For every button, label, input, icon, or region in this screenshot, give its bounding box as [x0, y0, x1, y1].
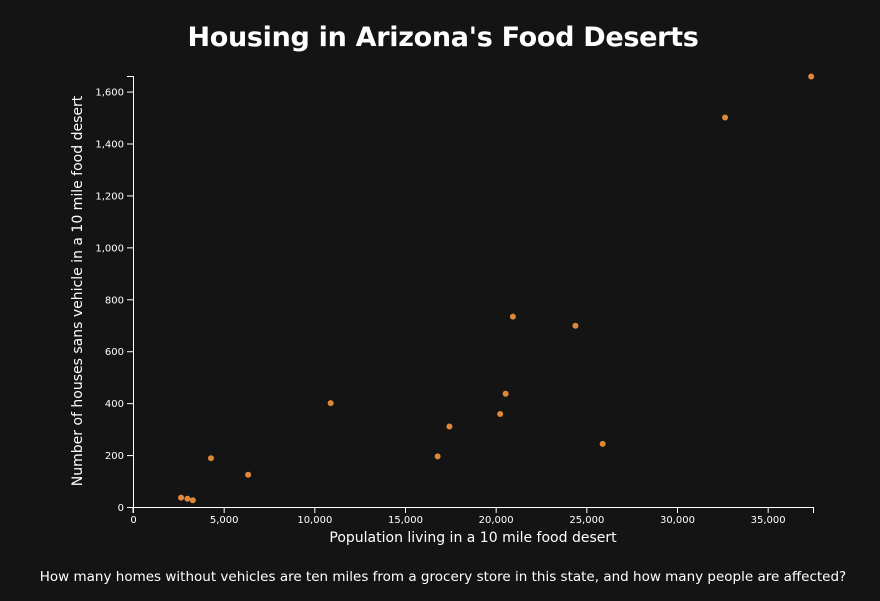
- data-point: [207, 455, 214, 462]
- x-tick-label: 25,000: [569, 515, 604, 526]
- data-point: [446, 423, 453, 430]
- y-tick-label: 1,400: [95, 140, 124, 151]
- data-point: [509, 313, 516, 320]
- y-axis-line: [127, 76, 134, 508]
- data-point: [184, 495, 191, 502]
- x-axis-label: Population living in a 10 mile food dese…: [329, 530, 617, 546]
- data-point: [808, 73, 815, 80]
- data-point: [189, 497, 196, 504]
- data-point: [599, 440, 606, 447]
- y-axis-label: Number of houses sans vehicle in a 10 mi…: [70, 95, 86, 487]
- data-point: [434, 453, 441, 460]
- chart-caption: How many homes without vehicles are ten …: [39, 569, 847, 585]
- chart-title: Housing in Arizona's Food Deserts: [187, 22, 699, 53]
- y-tick-label: 400: [105, 399, 124, 410]
- y-axis: 0 200 400 600 800 1,000 1,200 1,400 1,600: [95, 76, 134, 514]
- x-tick-label: 15,000: [388, 515, 423, 526]
- data-point: [245, 471, 252, 478]
- data-point: [497, 411, 504, 418]
- y-tick-label: 1,000: [95, 243, 124, 254]
- data-point: [178, 494, 185, 501]
- y-tick-label: 0: [118, 503, 124, 514]
- y-tick-label: 1,600: [95, 88, 124, 99]
- y-tick-label: 600: [105, 347, 124, 358]
- x-tick-label: 30,000: [660, 515, 695, 526]
- x-tick-label: 0: [130, 515, 136, 526]
- x-axis: 0 5,000 10,000 15,000 20,000 25,000 30,000 35,0…: [130, 507, 814, 526]
- data-point: [327, 400, 334, 407]
- x-tick-label: 20,000: [479, 515, 514, 526]
- y-tick-label: 1,200: [95, 191, 124, 202]
- data-points: [178, 73, 815, 504]
- data-point: [722, 114, 729, 121]
- y-tick-label: 200: [105, 451, 124, 462]
- x-axis-line: [132, 507, 814, 513]
- x-tick-label: 35,000: [751, 515, 786, 526]
- y-tick-label: 800: [105, 295, 124, 306]
- x-tick-label: 5,000: [210, 515, 239, 526]
- data-point: [572, 322, 579, 329]
- data-point: [502, 390, 509, 397]
- x-tick-label: 10,000: [297, 515, 332, 526]
